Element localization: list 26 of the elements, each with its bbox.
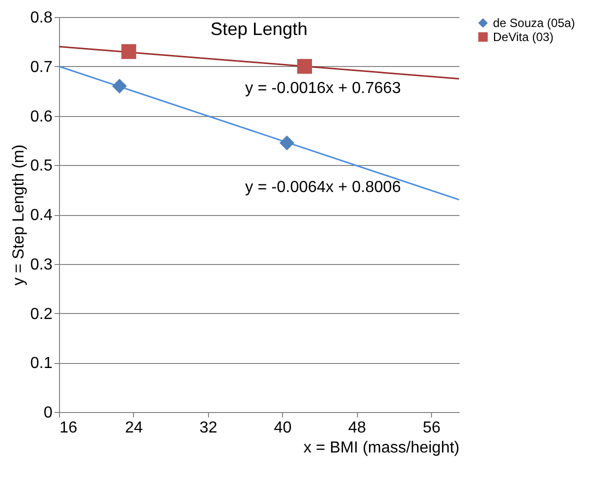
y-tick-label: 0.4: [30, 207, 53, 224]
y-tick-label: 0.1: [30, 355, 53, 372]
x-tick-label: 16: [60, 420, 78, 436]
x-tick-label: 48: [348, 420, 366, 436]
annotation: y = -0.0016x + 0.7663: [245, 80, 401, 98]
x-tick-label: 24: [125, 420, 143, 436]
y-tick-label: 0.7: [30, 58, 53, 76]
point: [121, 44, 136, 59]
x-axis-title: x = BMI (mass/height): [303, 440, 460, 456]
x-tick-label: 56: [422, 420, 441, 436]
y-tick-label: 0: [44, 404, 53, 422]
x-tick-label: 40: [274, 420, 292, 436]
y-tick-label: 0.6: [30, 108, 53, 126]
y-tick-label: 0.8: [30, 10, 53, 26]
chart-title: Step Length: [210, 19, 308, 39]
annotation: y = -0.0064x + 0.8006: [245, 178, 401, 196]
x-tick-label: 32: [199, 420, 218, 436]
y-tick-label: 0.3: [30, 256, 53, 274]
point: [279, 135, 294, 150]
legend-label: DeVita (03): [493, 30, 554, 44]
y-axis-title: y = Step Length (m): [10, 144, 28, 286]
y-tick-label: 0.5: [30, 158, 53, 175]
legend-label: de Souza (05a): [493, 16, 576, 30]
point: [297, 58, 312, 74]
point: [112, 78, 127, 94]
y-tick-label: 0.2: [30, 306, 53, 323]
